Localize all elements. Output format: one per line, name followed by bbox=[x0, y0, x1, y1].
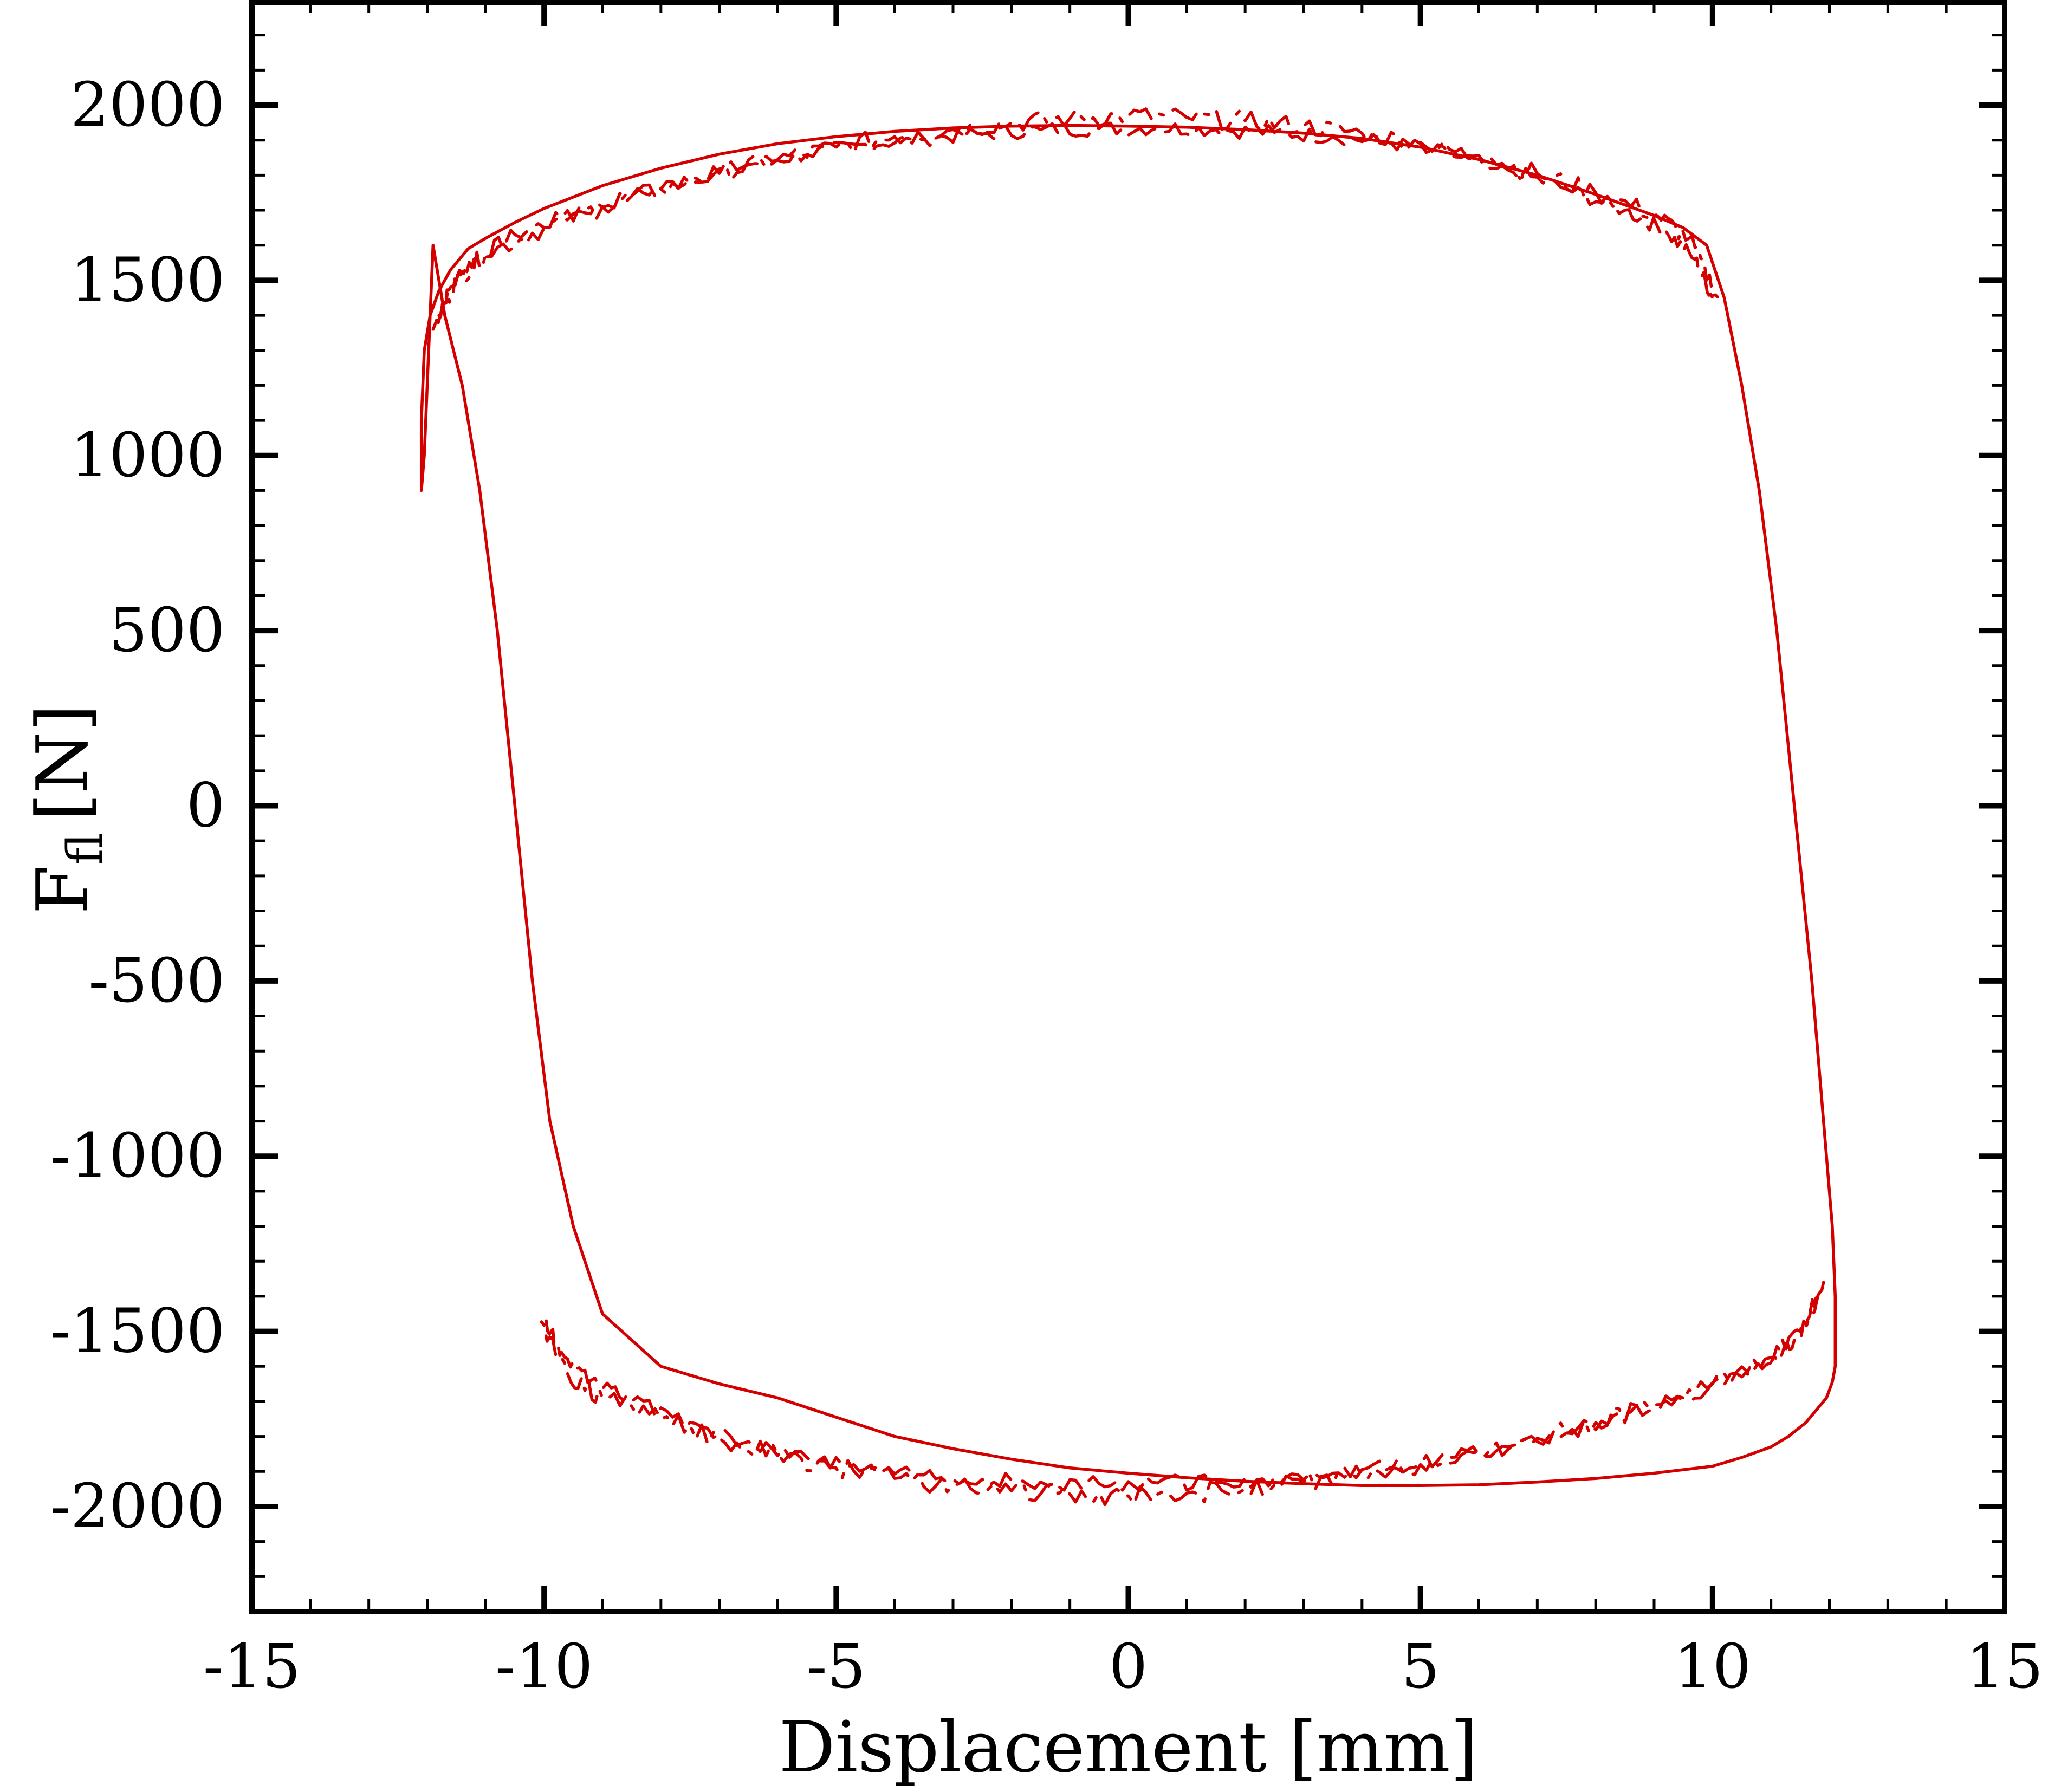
series-line-dashdot bbox=[437, 107, 1720, 319]
data-series bbox=[419, 107, 1837, 1507]
y-tick-label: -1500 bbox=[50, 1296, 225, 1367]
y-tick-label: 1500 bbox=[70, 245, 225, 315]
y-tick-label: 2000 bbox=[70, 70, 225, 140]
series-line-dashdot bbox=[536, 1295, 1819, 1507]
x-tick-label: -15 bbox=[203, 1632, 301, 1702]
x-tick-label: 10 bbox=[1674, 1632, 1752, 1702]
x-tick-label: -10 bbox=[495, 1632, 593, 1702]
y-axis-title-text: Ffl [N] bbox=[21, 704, 114, 914]
x-tick-labels: -15 -10 -5 0 5 10 15 bbox=[203, 1632, 2043, 1702]
y-tick-label: -500 bbox=[88, 946, 225, 1016]
series-line-solid bbox=[419, 124, 1837, 1487]
y-tick-label: 500 bbox=[109, 595, 225, 666]
y-tick-label: -1000 bbox=[50, 1121, 225, 1191]
y-tick-label: 1000 bbox=[70, 420, 225, 491]
plot-frame bbox=[249, 0, 2007, 1614]
x-axis-title: Displacement [mm] bbox=[779, 1706, 1477, 1788]
y-axis-unit: [N] bbox=[21, 704, 103, 821]
series-line-dashed bbox=[431, 121, 1714, 331]
x-tick-label: 0 bbox=[1109, 1632, 1148, 1702]
y-tick-label: 0 bbox=[186, 771, 225, 841]
y-tick-labels: -2000 -1500 -1000 -500 0 500 1000 1500 2000 bbox=[50, 70, 225, 1542]
y-axis-subscript: fl bbox=[57, 833, 114, 865]
x-tick-label: 15 bbox=[1966, 1632, 2044, 1702]
y-tick-label: -2000 bbox=[50, 1471, 225, 1542]
x-tick-label: 5 bbox=[1401, 1632, 1440, 1702]
y-axis-title: Ffl [N] bbox=[21, 704, 114, 914]
x-tick-label: -5 bbox=[807, 1632, 866, 1702]
y-axis-symbol: F bbox=[21, 865, 103, 914]
